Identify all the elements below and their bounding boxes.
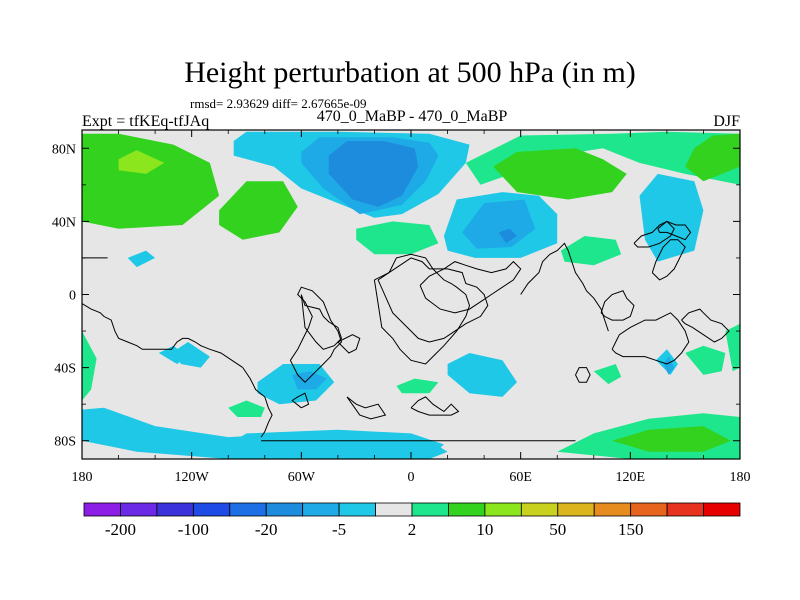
contour-region-nw-pacific-high xyxy=(82,133,220,229)
plot-area xyxy=(81,129,741,460)
y-tick-label: 40N xyxy=(52,215,76,230)
colorbar-label: -200 xyxy=(105,520,136,539)
coastline-segment xyxy=(300,294,343,350)
contour-region-e-atlantic-high xyxy=(356,221,439,255)
colorbar-label: 150 xyxy=(618,520,644,539)
coastline-segment xyxy=(410,396,460,416)
colorbar-label: 50 xyxy=(549,520,566,539)
coastline-segment xyxy=(651,239,686,281)
colorbar-label: -5 xyxy=(332,520,346,539)
comparison-label: 470_0_MaBP - 470_0_MaBP xyxy=(317,108,508,125)
colorbar-label: -20 xyxy=(255,520,278,539)
contour-region-siberia-core xyxy=(685,133,740,182)
contour-region-s-atlantic-high-small xyxy=(396,378,439,394)
x-axis: 180 120W 60W 0 60E 120E 180 xyxy=(72,130,751,485)
coastline-segment xyxy=(346,396,387,420)
coastline-segment xyxy=(657,220,692,241)
colorbar-label: 2 xyxy=(408,520,417,539)
x-tick-label: 120E xyxy=(616,470,646,485)
colorbar-swatch xyxy=(302,502,340,517)
contour-region-s-atlantic-low-e xyxy=(447,353,517,397)
colorbar-swatch xyxy=(265,502,304,517)
coastline-segment xyxy=(611,312,690,365)
contour-region-indian-low-core xyxy=(663,356,675,375)
coastline-segment xyxy=(82,303,244,369)
colorbar-swatch xyxy=(120,502,158,517)
contour-region-southern-ocean-high-w xyxy=(228,400,265,417)
coastline-layer xyxy=(82,220,730,442)
contour-region-s-atlantic-low-w-core xyxy=(292,371,327,390)
coastline-segment xyxy=(419,260,522,314)
x-tick-label: 180 xyxy=(730,470,751,485)
y-tick-label: 40S xyxy=(54,362,76,377)
colorbar-swatch xyxy=(593,502,632,517)
x-tick-label: 0 xyxy=(408,470,415,485)
coastline-segment xyxy=(575,367,591,383)
contour-region-aus-high-e xyxy=(685,345,726,375)
coastline-segment xyxy=(291,392,310,409)
y-tick-label: 80N xyxy=(52,142,76,157)
colorbar-swatch xyxy=(338,502,376,517)
colorbar-swatch xyxy=(557,502,595,517)
colorbar-swatch xyxy=(703,502,741,517)
coastline-segment xyxy=(377,257,489,343)
contour-region-e-asia-high xyxy=(560,236,622,266)
colorbar-swatch xyxy=(520,502,559,517)
contour-fill-layer xyxy=(82,131,740,459)
y-tick-label: 80S xyxy=(54,435,76,450)
colorbar-swatch xyxy=(448,502,486,517)
coastline-segment xyxy=(633,220,675,248)
contour-region-nw-pacific-core xyxy=(118,150,165,174)
colorbar-swatch xyxy=(229,502,267,517)
contour-region-ne-pacific-low xyxy=(639,173,704,262)
stats-label: rmsd= 2.93629 diff= 2.67665e-09 xyxy=(190,96,367,111)
coastline-segment xyxy=(600,290,635,321)
colorbar-swatch xyxy=(411,502,449,517)
colorbar-swatch xyxy=(375,502,413,517)
coastline-segment xyxy=(242,367,273,438)
contour-region-e-pacific-high xyxy=(725,323,740,372)
colorbar-swatch xyxy=(666,502,704,517)
contour-region-s-pacific-low xyxy=(177,342,210,368)
contour-region-n-atlantic-low-core xyxy=(328,141,419,207)
coastline-segment xyxy=(289,286,343,383)
y-tick-label: 0 xyxy=(69,289,76,304)
contour-region-antarctic-low-e-band xyxy=(228,429,444,459)
x-tick-label: 180 xyxy=(72,470,93,485)
x-tick-label: 120W xyxy=(175,470,210,485)
colorbar-swatch xyxy=(83,502,121,517)
colorbar: -200 -100 -20 -5 2 10 50 150 xyxy=(83,502,741,539)
contour-region-sw-america-high xyxy=(82,331,97,401)
colorbar-swatch xyxy=(484,502,522,517)
colorbar-label: -100 xyxy=(178,520,209,539)
coastline-segment xyxy=(520,242,609,332)
contour-region-indian-high xyxy=(593,364,622,385)
contour-region-arctic-high-e xyxy=(465,131,740,185)
season-label: DJF xyxy=(713,113,740,130)
experiment-label: Expt = tfKEq-tfJAq xyxy=(82,113,209,130)
y-axis: 80N 40N 0 40S 80S xyxy=(52,142,740,450)
chart-title: Height perturbation at 500 hPa (in m) xyxy=(184,56,636,89)
contour-region-tasman-low xyxy=(158,345,188,364)
contour-region-siberia-high xyxy=(493,148,627,200)
coastline-segment xyxy=(373,253,471,365)
contour-region-antarctic-core-e xyxy=(612,426,731,452)
colorbar-swatch xyxy=(156,502,194,517)
coastline-segment xyxy=(681,308,730,343)
colorbar-label: 10 xyxy=(476,520,493,539)
coastline-segment xyxy=(337,334,361,354)
contour-region-pacific-low-spot xyxy=(127,250,156,268)
colorbar-swatch xyxy=(630,502,668,517)
contour-region-n-america-high xyxy=(219,181,298,240)
x-tick-label: 60W xyxy=(288,470,316,485)
colorbar-swatch xyxy=(192,502,231,517)
x-tick-label: 60E xyxy=(509,470,532,485)
contour-region-europe-low-core xyxy=(498,228,517,244)
contour-region-europe-low-mid xyxy=(462,199,536,249)
